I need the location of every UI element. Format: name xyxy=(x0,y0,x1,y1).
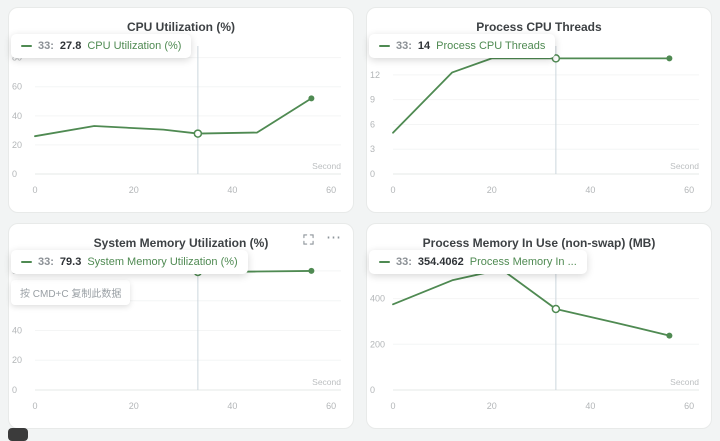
chart-tooltip: 33: 79.3 System Memory Utilization (%) xyxy=(11,250,248,274)
series-legend-dash xyxy=(379,45,390,47)
chart-card-process-memory: Process Memory In Use (non-swap) (MB) 33… xyxy=(366,223,712,429)
svg-text:60: 60 xyxy=(12,82,22,92)
chart-tooltip: 33: 14 Process CPU Threads xyxy=(369,34,556,58)
cutoff-dark-element xyxy=(8,428,28,441)
tooltip-series-name: Process Memory In ... xyxy=(469,256,577,268)
svg-text:0: 0 xyxy=(12,385,17,395)
chart-title: System Memory Utilization (%) xyxy=(93,236,269,250)
system-memory-chart[interactable]: 0204060800204060Second xyxy=(9,252,353,416)
svg-text:Second: Second xyxy=(312,161,341,171)
svg-text:20: 20 xyxy=(129,401,139,411)
chart-title: Process CPU Threads xyxy=(476,20,602,34)
svg-text:40: 40 xyxy=(227,185,237,195)
tooltip-value: 354.4062 xyxy=(417,256,464,268)
tooltip-value: 79.3 xyxy=(59,256,82,268)
svg-text:60: 60 xyxy=(326,401,336,411)
svg-text:0: 0 xyxy=(390,185,395,195)
svg-text:3: 3 xyxy=(370,144,375,154)
svg-text:9: 9 xyxy=(370,95,375,105)
svg-text:40: 40 xyxy=(585,401,595,411)
svg-text:20: 20 xyxy=(487,401,497,411)
svg-text:60: 60 xyxy=(326,185,336,195)
process-cpu-threads-chart[interactable]: 0 3 6 9 12 0 20 40 60 Second xyxy=(367,36,711,200)
svg-text:Second: Second xyxy=(670,161,699,171)
svg-text:200: 200 xyxy=(370,339,385,349)
chart-title: Process Memory In Use (non-swap) (MB) xyxy=(422,236,656,250)
chart-tooltip: 33: 354.4062 Process Memory In ... xyxy=(369,250,587,274)
svg-text:40: 40 xyxy=(585,185,595,195)
cpu-utilization-chart[interactable]: 0204060800204060Second xyxy=(9,36,353,200)
tooltip-step: 33: xyxy=(38,40,54,52)
tooltip-series-name: Process CPU Threads xyxy=(436,40,546,52)
svg-text:6: 6 xyxy=(370,119,375,129)
svg-text:0: 0 xyxy=(370,385,375,395)
fullscreen-icon[interactable] xyxy=(303,233,314,245)
tooltip-series-name: System Memory Utilization (%) xyxy=(87,256,238,268)
process-memory-chart[interactable]: 0 200 400 0 20 40 60 Second xyxy=(367,252,711,416)
tooltip-step: 33: xyxy=(396,256,412,268)
svg-text:60: 60 xyxy=(684,185,694,195)
series-legend-dash xyxy=(379,261,390,263)
svg-text:400: 400 xyxy=(370,294,385,304)
svg-text:40: 40 xyxy=(12,111,22,121)
svg-text:0: 0 xyxy=(12,169,17,179)
svg-text:0: 0 xyxy=(390,401,395,411)
chart-tooltip: 33: 27.8 CPU Utilization (%) xyxy=(11,34,192,58)
svg-text:Second: Second xyxy=(670,377,699,387)
tooltip-value: 14 xyxy=(417,40,431,52)
tooltip-step: 33: xyxy=(396,40,412,52)
svg-text:40: 40 xyxy=(12,325,22,335)
svg-text:20: 20 xyxy=(12,140,22,150)
copy-hint-tooltip: 按 CMD+C 复制此数据 xyxy=(11,280,131,305)
svg-text:Second: Second xyxy=(312,377,341,387)
chart-card-process-cpu-threads: Process CPU Threads 33: 14 Process CPU T… xyxy=(366,7,712,213)
svg-text:0: 0 xyxy=(370,169,375,179)
tooltip-step: 33: xyxy=(38,256,54,268)
svg-text:60: 60 xyxy=(684,401,694,411)
tooltip-value: 27.8 xyxy=(59,40,82,52)
svg-text:0: 0 xyxy=(32,185,37,195)
svg-text:0: 0 xyxy=(32,401,37,411)
series-legend-dash xyxy=(21,261,32,263)
svg-text:12: 12 xyxy=(370,70,380,80)
series-legend-dash xyxy=(21,45,32,47)
svg-text:20: 20 xyxy=(487,185,497,195)
tooltip-series-name: CPU Utilization (%) xyxy=(87,40,182,52)
svg-text:20: 20 xyxy=(129,185,139,195)
chart-title: CPU Utilization (%) xyxy=(127,20,235,34)
svg-text:20: 20 xyxy=(12,355,22,365)
svg-text:40: 40 xyxy=(227,401,237,411)
chart-card-system-memory: ⋯ System Memory Utilization (%) 33: 79.3… xyxy=(8,223,354,429)
chart-card-actions: ⋯ xyxy=(303,229,341,246)
chart-card-cpu-utilization: CPU Utilization (%) 33: 27.8 CPU Utiliza… xyxy=(8,7,354,213)
more-options-icon[interactable]: ⋯ xyxy=(326,229,341,246)
